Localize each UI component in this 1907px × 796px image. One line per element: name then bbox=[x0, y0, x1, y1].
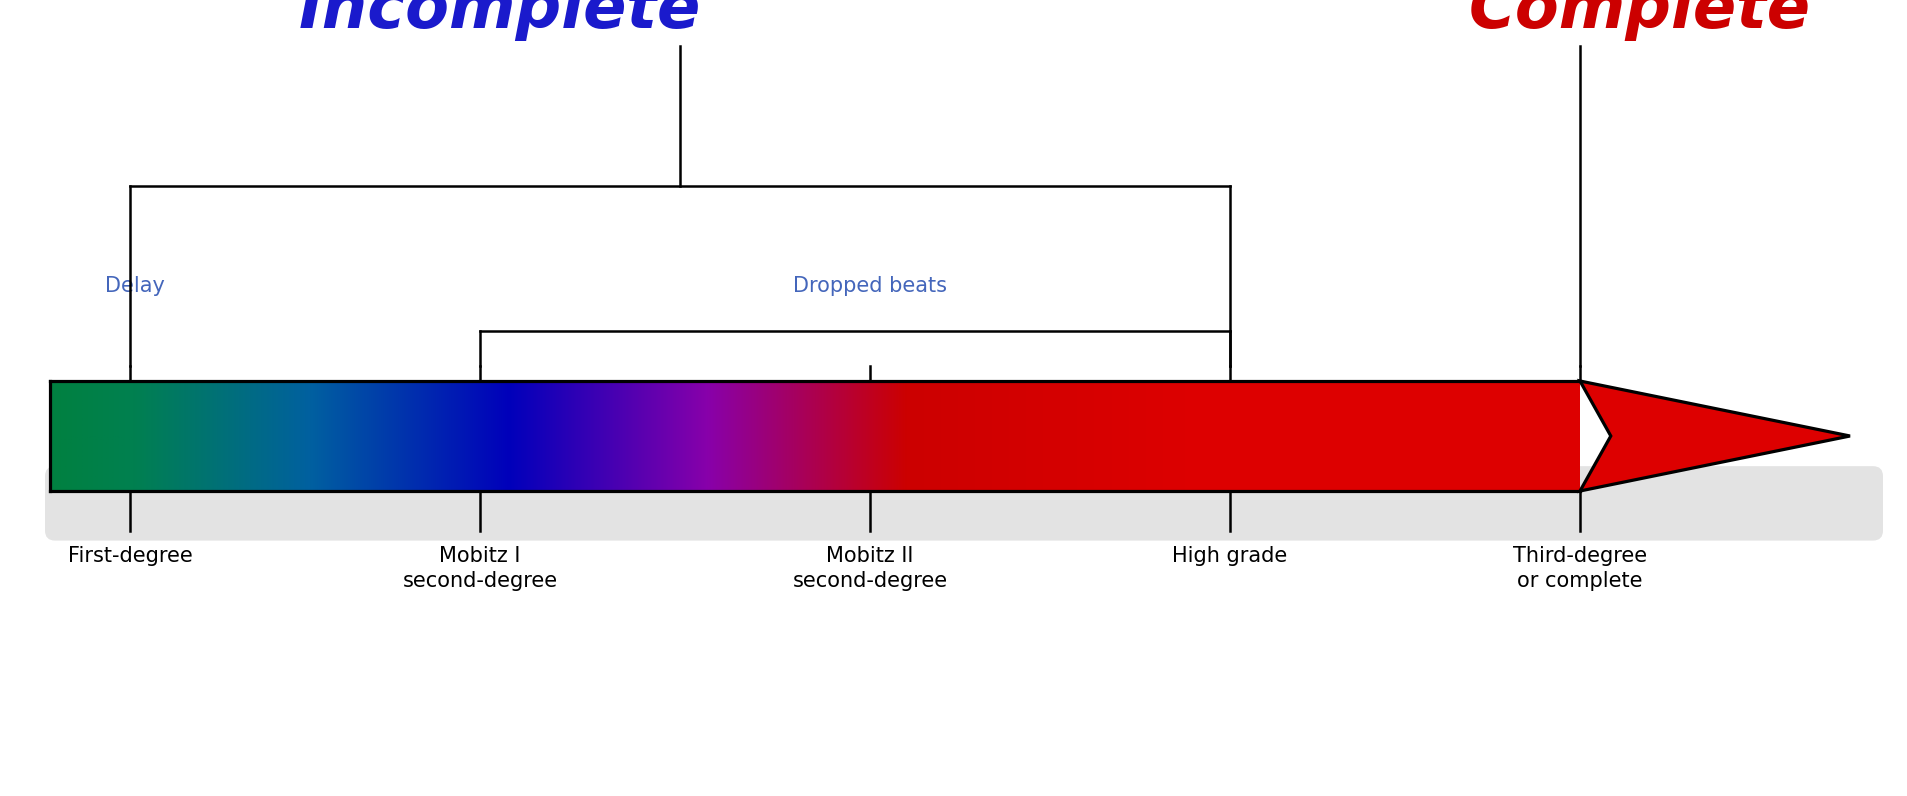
Text: Dropped beats: Dropped beats bbox=[793, 276, 946, 296]
Bar bbox=[1184, 381, 1579, 491]
Text: Complete: Complete bbox=[1468, 0, 1810, 41]
Text: First-degree: First-degree bbox=[67, 546, 193, 566]
Text: Mobitz II
second-degree: Mobitz II second-degree bbox=[791, 546, 948, 591]
Text: Incomplete: Incomplete bbox=[299, 0, 700, 41]
Text: High grade: High grade bbox=[1171, 546, 1287, 566]
Text: Mobitz I
second-degree: Mobitz I second-degree bbox=[402, 546, 557, 591]
Text: Delay: Delay bbox=[105, 276, 164, 296]
Text: Third-degree
or complete: Third-degree or complete bbox=[1512, 546, 1646, 591]
Polygon shape bbox=[1579, 381, 1850, 491]
FancyBboxPatch shape bbox=[46, 466, 1882, 540]
